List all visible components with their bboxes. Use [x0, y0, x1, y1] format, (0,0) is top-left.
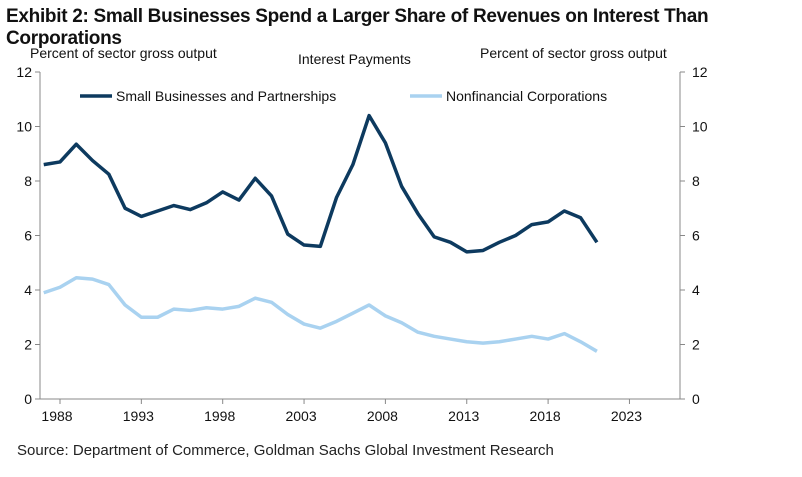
exhibit-title: Exhibit 2: Small Businesses Spend a Larg… [6, 6, 709, 49]
right-axis-label: Percent of sector gross output [480, 45, 667, 61]
left-tick-label: 0 [24, 391, 32, 407]
left-tick-label: 2 [24, 337, 32, 353]
left-tick-label: 10 [16, 119, 32, 135]
right-tick-label: 12 [692, 64, 708, 80]
legend-label: Small Businesses and Partnerships [116, 88, 336, 104]
x-tick-label: 2008 [367, 408, 398, 424]
left-tick-label: 6 [24, 228, 32, 244]
series-line-nonfinancial-corporations [43, 275, 598, 353]
right-tick-label: 8 [692, 173, 700, 189]
left-tick-label: 12 [16, 64, 32, 80]
left-tick-label: 8 [24, 173, 32, 189]
x-tick-label: 2023 [611, 408, 642, 424]
source-note: Source: Department of Commerce, Goldman … [17, 442, 554, 459]
x-tick-label: 1993 [123, 408, 154, 424]
left-tick-label: 4 [24, 282, 32, 298]
x-tick-label: 1988 [41, 408, 72, 424]
x-tick-label: 2003 [285, 408, 316, 424]
x-tick-label: 2018 [530, 408, 561, 424]
left-axis-label: Percent of sector gross output [30, 45, 217, 61]
chart-title: Interest Payments [298, 51, 411, 67]
right-tick-label: 4 [692, 282, 700, 298]
right-tick-label: 0 [692, 391, 700, 407]
line-chart: 0 0 2 2 4 4 6 6 8 8 10 10 12 12 1988 1993 1998 2003 2008 20… [16, 45, 708, 424]
right-tick-label: 2 [692, 337, 700, 353]
x-tick-label: 2013 [448, 408, 479, 424]
legend-label: Nonfinancial Corporations [446, 88, 607, 104]
right-tick-label: 10 [692, 119, 708, 135]
series-line-small-businesses [43, 113, 599, 254]
right-tick-label: 6 [692, 228, 700, 244]
x-tick-label: 1998 [204, 408, 235, 424]
